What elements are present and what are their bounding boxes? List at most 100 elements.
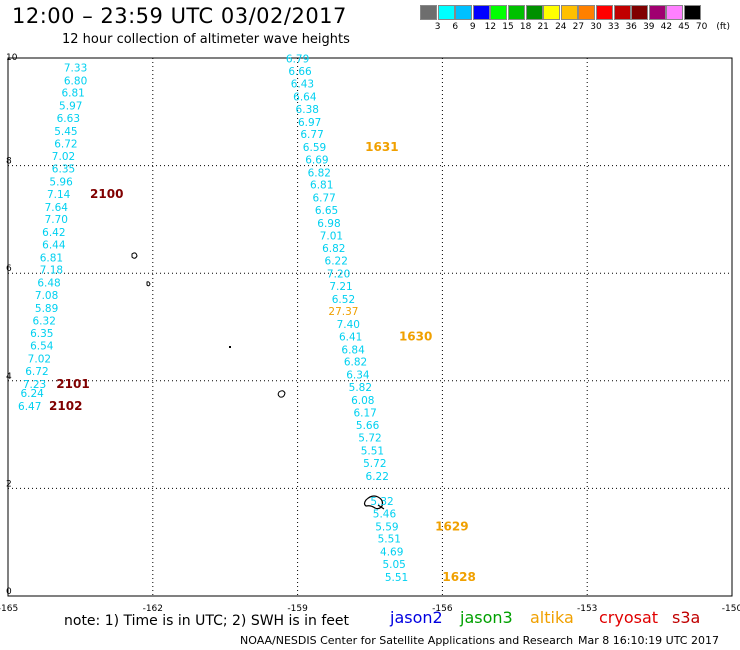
color-scale-swatch (455, 5, 473, 20)
wave-height-value: 4.69 (380, 547, 403, 559)
wave-height-value: 6.81 (310, 180, 333, 192)
color-scale-label: 30 (590, 22, 602, 32)
color-scale-swatch (613, 5, 631, 20)
wave-height-value: 6.63 (57, 113, 80, 125)
lat-tick-label: 0 (6, 587, 12, 597)
pass-time-label: 1631 (365, 140, 398, 154)
island-outline (229, 346, 231, 348)
wave-height-value: 6.72 (25, 366, 48, 378)
lat-tick-label: 2 (6, 479, 12, 489)
wave-height-value: 6.44 (42, 239, 66, 251)
wave-height-value: 6.79 (286, 53, 309, 65)
wave-height-value: 5.51 (385, 572, 408, 584)
wave-height-value: 5.51 (378, 534, 401, 546)
pass-time-label: 2102 (49, 399, 82, 413)
color-scale-swatch (490, 5, 508, 20)
wave-height-value: 6.77 (312, 193, 335, 205)
lon-tick-label: -165 (0, 604, 18, 614)
color-scale-label: 3 (434, 22, 441, 32)
wave-height-value: 5.72 (358, 433, 381, 445)
wave-height-value: 6.98 (317, 218, 340, 230)
island-outline (363, 495, 385, 510)
color-scale-label: 42 (660, 22, 673, 32)
island-outline (131, 252, 138, 259)
color-scale-swatch (631, 5, 649, 20)
wave-height-value: 5.32 (370, 496, 393, 508)
wave-height-value: 7.01 (320, 230, 343, 242)
pass-time-label: 1629 (435, 519, 468, 533)
wave-height-value: 5.51 (361, 446, 384, 458)
color-scale-swatch (525, 5, 543, 20)
color-scale-swatch (543, 5, 561, 20)
color-scale-swatch (508, 5, 525, 20)
color-scale-label: (ft) (716, 22, 730, 32)
wave-height-value: 6.65 (315, 205, 338, 217)
map-subtitle: 12 hour collection of altimeter wave hei… (62, 32, 350, 47)
wave-height-value: 7.20 (327, 269, 350, 281)
lon-tick-label: -153 (577, 604, 597, 614)
wave-height-value: 6.59 (303, 142, 326, 154)
lon-tick-label: -159 (287, 604, 308, 614)
wave-height-value: 6.97 (298, 117, 321, 129)
pass-time-label: 1630 (399, 329, 432, 343)
island-outline (277, 390, 286, 398)
wave-height-value: 7.21 (329, 281, 352, 293)
wave-height-value: 6.35 (30, 328, 53, 340)
satellite-legend-item: altika (530, 608, 574, 627)
color-scale-label: 70 (695, 22, 708, 32)
color-scale-swatch (560, 5, 578, 20)
lon-tick-label: -162 (143, 604, 163, 614)
color-scale-label: 9 (469, 22, 476, 32)
generated-timestamp: Mar 8 16:10:19 UTC 2017 (578, 634, 719, 647)
color-scale-swatch (648, 5, 666, 20)
wave-height-value: 7.64 (45, 202, 69, 214)
wave-height-value: 7.40 (337, 319, 360, 331)
color-scale-label: 45 (678, 22, 690, 32)
wave-height-value: 5.59 (375, 521, 398, 533)
wave-height-value: 6.66 (288, 66, 312, 78)
wave-height-value: 6.17 (353, 407, 376, 419)
wave-height-value: 5.96 (49, 177, 73, 189)
color-scale-label: 33 (607, 22, 620, 32)
color-scale-label: 12 (484, 22, 497, 32)
color-scale-swatch (472, 5, 490, 20)
credit-line: NOAA/NESDIS Center for Satellite Applica… (240, 634, 574, 647)
wave-height-value: 7.02 (52, 151, 75, 163)
color-scale-swatch (596, 5, 613, 20)
color-scale-label: 39 (643, 22, 655, 32)
wave-height-value: 6.84 (341, 344, 365, 356)
wave-height-value: 7.33 (64, 62, 87, 74)
color-scale-label: 15 (502, 22, 514, 32)
wave-height-value: 5.05 (382, 559, 405, 571)
wave-height-value: 6.34 (346, 370, 370, 382)
wave-height-value: 7.23 (23, 379, 46, 391)
wave-height-value: 5.45 (54, 126, 77, 138)
wave-height-value: 6.81 (61, 88, 84, 100)
wave-height-value: 6.54 (30, 341, 54, 353)
pass-time-label: 2100 (90, 187, 123, 201)
wave-height-value: 7.14 (47, 189, 71, 201)
wave-height-value: 5.89 (35, 303, 58, 315)
color-scale-swatch (420, 5, 437, 20)
wave-height-value: 6.82 (322, 243, 345, 255)
wave-height-value: 6.52 (332, 294, 355, 306)
color-scale-label: 21 (537, 22, 549, 32)
wave-height-value: 5.72 (363, 458, 386, 470)
color-scale-label: 36 (625, 22, 637, 32)
wave-height-value: 6.22 (325, 256, 348, 268)
lat-tick-label: 6 (6, 264, 12, 274)
wave-height-value: 7.70 (45, 214, 68, 226)
wave-height-value: 6.82 (344, 357, 367, 369)
wave-height-value: 6.22 (366, 471, 389, 483)
lat-tick-label: 8 (6, 157, 12, 167)
map-title: 12:00 – 23:59 UTC 03/02/2017 (12, 4, 347, 28)
wave-height-value: 5.46 (373, 508, 397, 520)
lon-tick-label: -150 (722, 604, 740, 614)
wave-height-value: 6.41 (339, 331, 362, 343)
wave-height-value: 6.08 (351, 395, 374, 407)
wave-height-value: 6.35 (52, 164, 75, 176)
wave-height-value: 6.80 (64, 75, 87, 87)
wave-height-value: 6.42 (42, 227, 65, 239)
